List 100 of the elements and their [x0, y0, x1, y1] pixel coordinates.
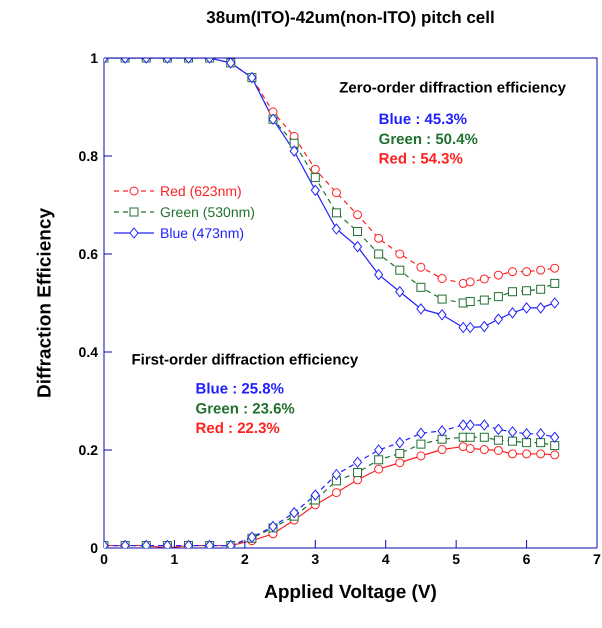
point	[290, 138, 299, 148]
annotation: Zero-order diffraction efficiency	[339, 79, 567, 96]
point	[458, 322, 468, 333]
point	[332, 188, 341, 198]
point	[395, 448, 404, 458]
y-tick-label: 0.8	[78, 148, 98, 164]
point	[522, 428, 532, 440]
point	[395, 266, 404, 275]
point	[395, 250, 404, 258]
point	[536, 302, 546, 314]
point	[416, 451, 426, 460]
annotation: First-order diffraction efficiency	[132, 351, 359, 368]
point	[374, 455, 384, 464]
annotation: Blue : 45.3%	[378, 111, 468, 128]
point	[458, 442, 468, 452]
point	[438, 445, 447, 454]
point	[332, 469, 341, 480]
x-tick-label: 7	[593, 550, 602, 567]
point	[508, 426, 517, 438]
point	[494, 436, 503, 445]
point	[438, 309, 447, 320]
point	[466, 297, 475, 306]
point	[494, 270, 503, 280]
point	[508, 287, 517, 296]
point	[508, 436, 517, 446]
point	[494, 424, 503, 435]
point	[508, 307, 517, 318]
point	[458, 278, 468, 288]
point	[550, 450, 560, 460]
point	[374, 444, 384, 456]
annotation: Red : 22.3%	[196, 420, 280, 437]
point	[536, 438, 546, 448]
point	[416, 440, 426, 449]
point	[438, 294, 447, 304]
point	[480, 432, 489, 442]
point	[466, 432, 475, 442]
point	[438, 274, 447, 283]
point	[494, 292, 503, 302]
point	[353, 210, 362, 220]
annotation: Green : 50.4%	[378, 130, 478, 148]
point	[353, 226, 362, 236]
legend-label: Red (623nm)	[160, 183, 242, 199]
point	[374, 269, 384, 280]
point	[550, 278, 560, 288]
point	[374, 250, 384, 258]
point	[310, 490, 320, 501]
point	[310, 184, 320, 196]
point	[353, 468, 362, 478]
point	[466, 444, 475, 454]
x-tick-label: 4	[382, 550, 390, 567]
point	[268, 520, 278, 532]
point	[522, 302, 532, 314]
y-tick-label: 1	[90, 50, 98, 66]
point	[536, 449, 546, 458]
point	[332, 208, 341, 218]
y-tick-label: 0	[90, 540, 98, 556]
point	[374, 464, 384, 474]
y-tick-label: 0.4	[78, 344, 98, 360]
point	[550, 264, 560, 273]
point	[550, 432, 560, 443]
point	[395, 286, 404, 298]
point	[310, 164, 320, 174]
point	[290, 146, 299, 157]
point	[522, 267, 532, 276]
point	[395, 437, 404, 448]
point	[522, 286, 532, 296]
y-tick-label: 0.6	[78, 246, 98, 262]
point	[416, 428, 426, 439]
point	[353, 456, 362, 468]
point	[374, 234, 384, 243]
x-tick-label: 0	[100, 550, 108, 567]
point	[466, 277, 475, 286]
point	[438, 434, 447, 444]
chart-title: 38um(ITO)-42um(non-ITO) pitch cell	[205, 8, 496, 28]
point	[522, 449, 532, 458]
point	[466, 420, 475, 431]
point	[550, 298, 560, 308]
point	[332, 488, 341, 498]
x-tick-label: 2	[240, 550, 249, 567]
point	[290, 507, 299, 518]
x-axis-title: Applied Voltage (V)	[264, 582, 437, 603]
y-tick-label: 0.2	[78, 442, 98, 458]
point	[395, 458, 404, 468]
point	[353, 241, 362, 252]
x-tick-label: 3	[311, 550, 320, 567]
point	[536, 428, 546, 440]
point	[480, 420, 489, 431]
point	[536, 266, 546, 275]
point	[494, 314, 503, 325]
x-tick-label: 5	[452, 550, 460, 567]
point	[458, 420, 468, 431]
point	[522, 438, 532, 448]
point	[480, 296, 489, 305]
annotation: Green : 23.6%	[196, 400, 295, 418]
point	[416, 282, 426, 292]
point	[480, 321, 489, 332]
point	[536, 284, 546, 294]
x-tick-label: 6	[522, 550, 531, 567]
point	[480, 274, 489, 284]
y-axis-title: Diffraction Efficiency	[34, 208, 56, 398]
